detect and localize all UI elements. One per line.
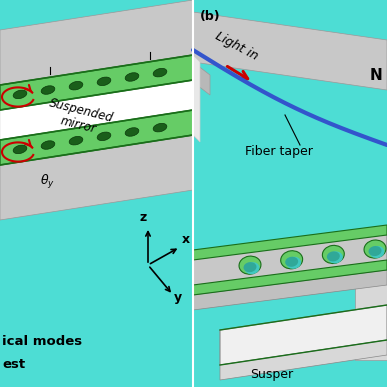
Ellipse shape: [243, 262, 257, 272]
Ellipse shape: [364, 240, 386, 258]
Text: est: est: [2, 358, 25, 371]
Text: z: z: [140, 211, 147, 224]
Polygon shape: [193, 225, 387, 260]
Polygon shape: [193, 270, 387, 310]
Polygon shape: [0, 55, 193, 165]
Ellipse shape: [13, 145, 27, 154]
Polygon shape: [193, 230, 387, 387]
Ellipse shape: [125, 128, 139, 136]
Ellipse shape: [239, 256, 261, 274]
Polygon shape: [193, 62, 210, 95]
Text: $\theta_y$: $\theta_y$: [40, 173, 55, 191]
Ellipse shape: [153, 123, 167, 132]
Polygon shape: [355, 240, 387, 360]
Ellipse shape: [286, 257, 301, 269]
Ellipse shape: [285, 257, 298, 267]
Polygon shape: [193, 55, 200, 142]
Polygon shape: [220, 305, 387, 365]
Ellipse shape: [97, 77, 111, 86]
Polygon shape: [193, 12, 387, 90]
Text: Light in: Light in: [213, 30, 260, 63]
Ellipse shape: [327, 252, 340, 262]
Text: (b): (b): [200, 10, 221, 23]
Ellipse shape: [69, 81, 83, 90]
Ellipse shape: [281, 251, 303, 269]
Ellipse shape: [370, 246, 384, 258]
Ellipse shape: [368, 246, 382, 256]
Polygon shape: [0, 0, 193, 85]
Ellipse shape: [41, 86, 55, 94]
Ellipse shape: [97, 132, 111, 140]
Polygon shape: [193, 230, 387, 290]
Ellipse shape: [153, 68, 167, 77]
Text: y: y: [174, 291, 182, 304]
Text: N: N: [370, 68, 383, 83]
Polygon shape: [0, 110, 193, 165]
Text: x: x: [182, 233, 190, 246]
Text: Fiber taper: Fiber taper: [245, 145, 313, 158]
Text: Susper: Susper: [250, 368, 293, 381]
Ellipse shape: [245, 262, 259, 274]
Ellipse shape: [328, 252, 343, 264]
Ellipse shape: [13, 90, 27, 99]
Ellipse shape: [41, 141, 55, 149]
Text: ical modes: ical modes: [2, 335, 82, 348]
Polygon shape: [0, 135, 193, 220]
Text: Suspended
mirror: Suspended mirror: [45, 96, 115, 140]
Polygon shape: [193, 260, 387, 295]
Polygon shape: [0, 55, 193, 110]
Polygon shape: [220, 340, 387, 380]
Ellipse shape: [125, 73, 139, 81]
Ellipse shape: [322, 245, 344, 264]
Ellipse shape: [69, 137, 83, 145]
